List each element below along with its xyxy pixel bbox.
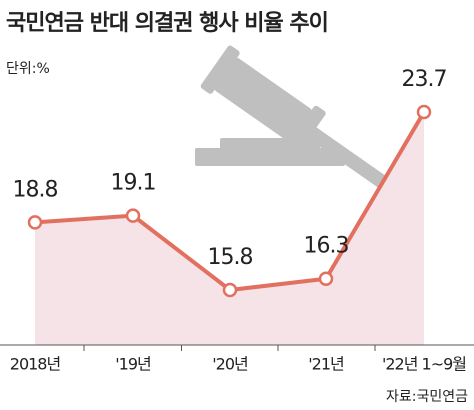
marker: [125, 208, 141, 223]
marker: [27, 215, 43, 230]
gavel-icon: [195, 45, 388, 189]
data-label: 15.8: [208, 245, 253, 270]
data-label: 23.7: [402, 67, 447, 92]
unit-label: 단위:%: [6, 61, 50, 77]
plot: 18.8 19.1 15.8 16.3 23.7: [13, 67, 447, 345]
data-label: 19.1: [111, 171, 156, 196]
x-tick-label: '22년 1~9월: [382, 355, 466, 374]
source-label: 자료:국민연금: [386, 389, 468, 405]
area: [35, 112, 424, 345]
marker: [318, 271, 334, 286]
chart-title: 국민연금 반대 의결권 행사 비율 추이: [6, 11, 328, 36]
x-tick-label: '19년: [115, 355, 151, 374]
marker: [416, 104, 432, 120]
data-label: 16.3: [304, 234, 349, 259]
x-tick-label: '20년: [212, 355, 248, 374]
x-tick-label: '21년: [308, 355, 344, 374]
x-tick-label: 2018년: [10, 355, 61, 374]
marker: [222, 282, 238, 298]
data-label: 18.8: [13, 177, 58, 202]
